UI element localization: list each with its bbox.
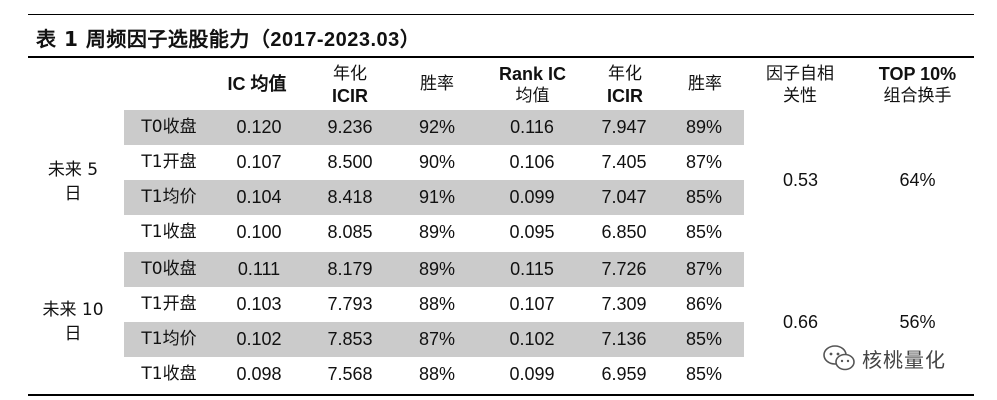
header-autocorr: 因子自相 关性 — [766, 64, 834, 105]
table-row: T1均价 0.102 7.853 87% 0.102 7.136 85% — [124, 322, 744, 357]
header-ic-mean: IC 均值 — [227, 74, 287, 94]
header-annual-icir: 年化 ICIR — [332, 64, 368, 106]
watermark-text: 核桃量化 — [862, 347, 946, 372]
autocorr-5d: 0.53 — [782, 170, 819, 190]
title-rule — [28, 56, 974, 58]
header-annual-icir-rank: 年化 ICIR — [607, 64, 643, 106]
autocorr-10d: 0.66 — [782, 312, 819, 332]
table-row: T1开盘 0.107 8.500 90% 0.106 7.405 87% — [141, 152, 723, 172]
header-win-rate: 胜率 — [420, 74, 454, 93]
group-label-5d: 未来 5 日 — [47, 160, 99, 204]
table-row: T1均价 0.104 8.418 91% 0.099 7.047 85% — [124, 180, 744, 215]
table-title: 表 1 周频因子选股能力（2017-2023.03） — [36, 23, 420, 52]
title-suffix: ） — [399, 27, 421, 51]
wechat-icon — [823, 345, 855, 371]
group-label-10d: 未来 10 日 — [42, 300, 104, 344]
table-row: T0收盘 0.111 8.179 89% 0.115 7.726 87% — [124, 252, 744, 287]
bottom-rule — [28, 394, 974, 396]
table-row: T1开盘 0.103 7.793 88% 0.107 7.309 86% — [141, 294, 723, 314]
title-text: 周频因子选股能力（ — [85, 27, 271, 51]
table-row: T1收盘 0.100 8.085 89% 0.095 6.850 85% — [141, 222, 723, 242]
header-rank-ic: Rank IC 均值 — [498, 64, 567, 105]
top-rule — [28, 14, 974, 15]
header-win-rate-rank: 胜率 — [688, 74, 722, 93]
turnover-5d: 64% — [899, 170, 936, 190]
table-row: T0收盘 0.120 9.236 92% 0.116 7.947 89% — [124, 110, 744, 145]
turnover-10d: 56% — [899, 312, 936, 332]
title-prefix: 表 1 — [36, 27, 79, 51]
watermark: 核桃量化 — [822, 344, 946, 372]
header-turnover: TOP 10% 组合换手 — [878, 64, 957, 105]
table-row: T1收盘 0.098 7.568 88% 0.099 6.959 85% — [141, 364, 723, 384]
title-range: 2017-2023.03 — [270, 29, 400, 51]
